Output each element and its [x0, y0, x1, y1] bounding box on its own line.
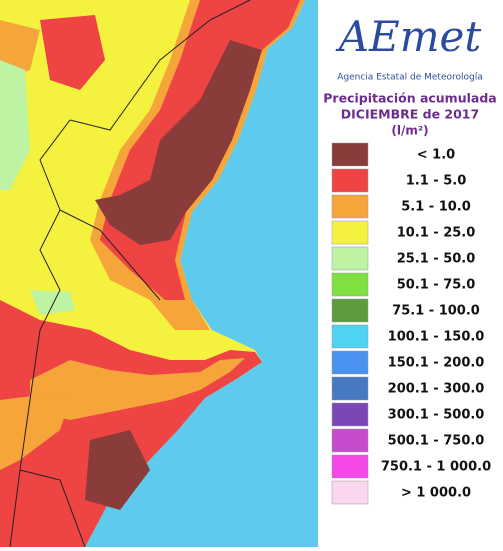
legend-label: 10.1 - 25.0	[397, 226, 476, 241]
legend: < 1.0 1.1 - 5.0 5.1 - 10.0 10.1 - 25.0 25.1 …	[331, 142, 491, 505]
map	[0, 0, 318, 548]
legend-label: > 1 000.0	[401, 486, 471, 501]
legend-label: 1.1 - 5.0	[406, 174, 467, 189]
title: Precipitación acumulada	[323, 91, 496, 106]
legend-swatch	[331, 142, 369, 167]
agency-name: Agencia Estatal de Meteorología	[337, 73, 483, 83]
legend-label: 150.1 - 200.0	[388, 356, 485, 371]
legend-swatch	[331, 480, 369, 505]
red-area	[40, 15, 105, 90]
legend-swatch	[331, 220, 369, 245]
legend-swatch	[331, 324, 369, 349]
legend-label: 200.1 - 300.0	[388, 382, 485, 397]
legend-label: 300.1 - 500.0	[388, 408, 485, 423]
legend-swatch	[331, 168, 369, 193]
legend-label: 750.1 - 1 000.0	[381, 460, 491, 475]
subtitle: DICIEMBRE de 2017	[341, 107, 479, 122]
legend-swatch	[331, 376, 369, 401]
green-area	[30, 290, 75, 315]
legend-swatch	[331, 298, 369, 323]
legend-swatch	[331, 194, 369, 219]
legend-label: 5.1 - 10.0	[401, 200, 471, 215]
units: (l/m²)	[391, 124, 428, 138]
legend-swatch	[331, 402, 369, 427]
dark-area	[95, 40, 262, 245]
legend-label: 75.1 - 100.0	[392, 304, 480, 319]
legend-swatch	[331, 246, 369, 271]
legend-label: 50.1 - 75.0	[397, 278, 476, 293]
orange-area	[30, 358, 245, 420]
logo: AEmet	[335, 12, 482, 61]
border-lines	[9, 0, 251, 548]
red-area	[0, 300, 262, 547]
legend-label: 25.1 - 50.0	[397, 252, 476, 267]
legend-swatch	[331, 272, 369, 297]
legend-swatch	[331, 350, 369, 375]
green-area	[0, 60, 30, 190]
legend-label: < 1.0	[417, 148, 455, 163]
legend-swatch	[331, 454, 369, 479]
dark-area	[85, 430, 150, 510]
legend-label: 500.1 - 750.0	[388, 434, 485, 449]
legend-swatch	[331, 428, 369, 453]
orange-area	[0, 395, 70, 470]
legend-label: 100.1 - 150.0	[388, 330, 485, 345]
